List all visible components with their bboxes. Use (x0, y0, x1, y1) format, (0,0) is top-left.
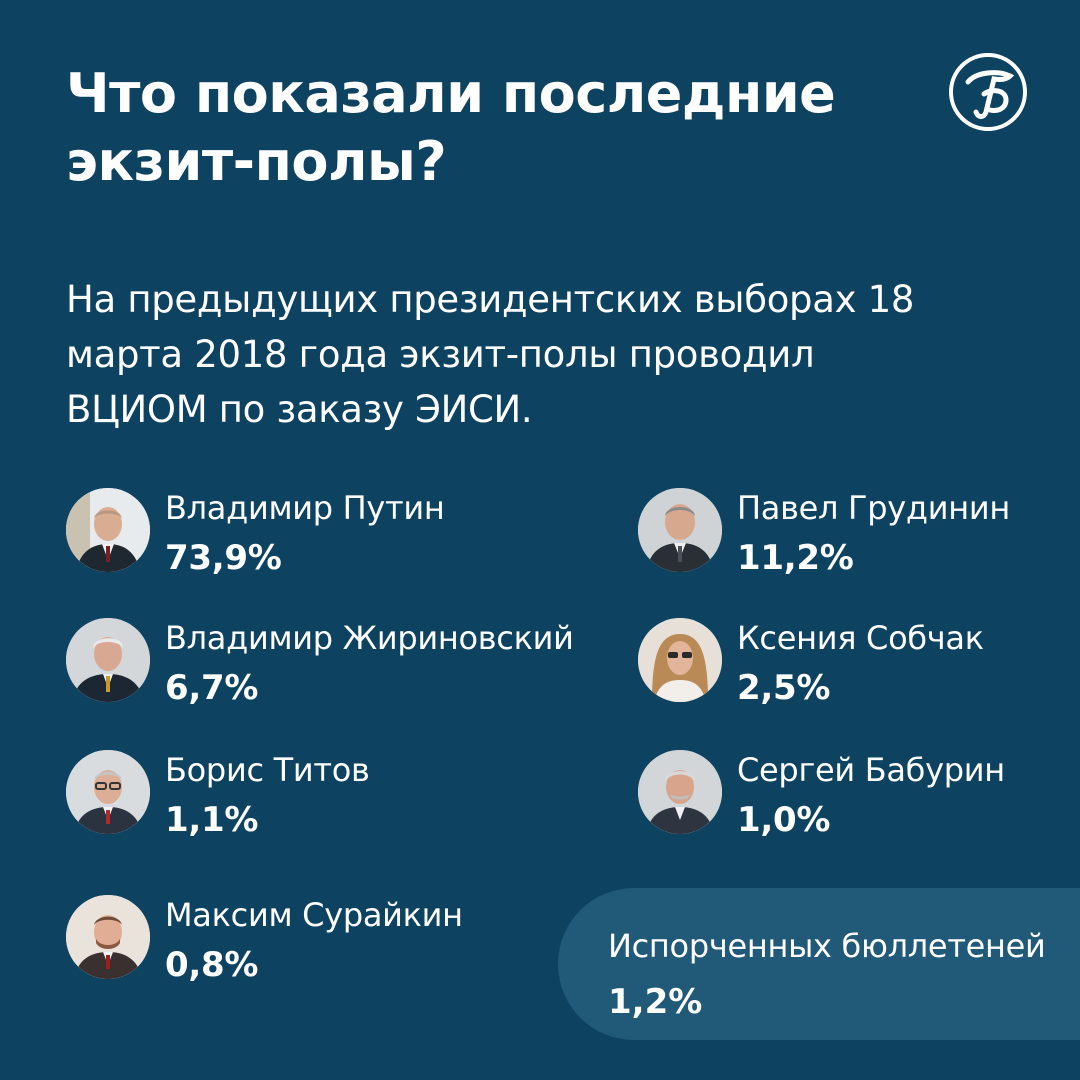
candidate-name: Владимир Путин (165, 489, 445, 527)
spoiled-ballots-label: Испорченных бюллетеней (608, 927, 1046, 965)
publication-logo-icon (948, 52, 1028, 132)
candidate-result: 0,8% (165, 945, 259, 985)
candidate-result: 1,0% (737, 800, 831, 840)
candidate-suraykin: Максим Сурайкин 0,8% (66, 895, 536, 985)
page-title: Что показали последние экзит-полы? (66, 62, 836, 193)
candidate-name: Максим Сурайкин (165, 896, 463, 934)
spoiled-ballots-result: 1,2% (608, 982, 703, 1022)
spoiled-ballots-panel: Испорченных бюллетеней 1,2% (558, 888, 1080, 1040)
candidate-baburin: Сергей Бабурин 1,0% (638, 750, 1080, 840)
candidate-photo-icon (66, 488, 150, 572)
candidate-result: 6,7% (165, 668, 259, 708)
candidate-name: Борис Титов (165, 751, 370, 789)
intro-text: На предыдущих президентских выборах 18 м… (66, 278, 915, 431)
candidate-result: 11,2% (737, 538, 854, 578)
candidate-photo-icon (66, 750, 150, 834)
candidate-zhirinovsky: Владимир Жириновский 6,7% (66, 618, 574, 708)
candidate-grudinin: Павел Грудинин 11,2% (638, 488, 1080, 578)
candidate-name: Ксения Собчак (737, 619, 984, 657)
candidate-sobchak: Ксения Собчак 2,5% (638, 618, 1080, 708)
candidate-name: Владимир Жириновский (165, 619, 574, 657)
candidate-result: 2,5% (737, 668, 831, 708)
candidate-name: Павел Грудинин (737, 489, 1010, 527)
candidate-result: 1,1% (165, 800, 259, 840)
candidate-name: Сергей Бабурин (737, 751, 1005, 789)
candidate-photo-icon (638, 618, 722, 702)
candidate-photo-icon (638, 750, 722, 834)
candidate-photo-icon (66, 895, 150, 979)
candidate-titov: Борис Титов 1,1% (66, 750, 536, 840)
candidate-putin: Владимир Путин 73,9% (66, 488, 536, 578)
candidate-result: 73,9% (165, 538, 282, 578)
candidate-photo-icon (66, 618, 150, 702)
candidate-photo-icon (638, 488, 722, 572)
